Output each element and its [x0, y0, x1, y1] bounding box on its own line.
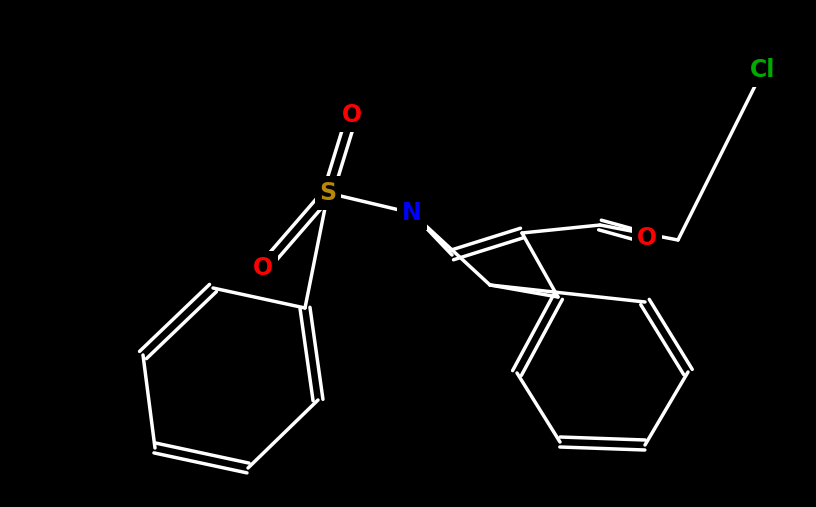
Text: O: O	[342, 103, 362, 127]
Text: O: O	[637, 226, 657, 250]
Text: O: O	[253, 256, 273, 280]
Text: S: S	[319, 181, 336, 205]
Text: N: N	[402, 201, 422, 225]
Text: Cl: Cl	[751, 58, 776, 82]
